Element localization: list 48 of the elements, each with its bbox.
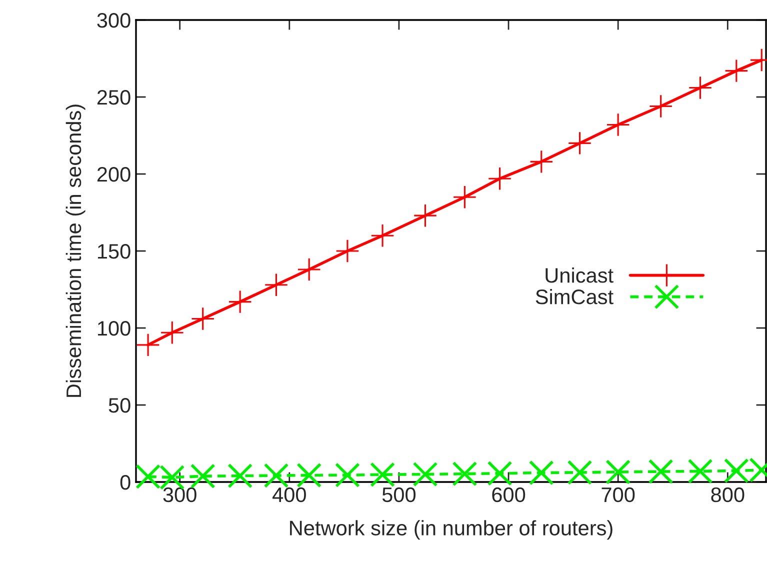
point [412,462,438,487]
point [487,460,512,486]
point [454,186,476,208]
point [334,462,360,488]
point [296,462,322,488]
point [228,463,253,488]
point [336,240,359,262]
y-tick-label: 150 [98,244,130,259]
y-tick-label: 250 [97,90,130,105]
point [228,290,252,313]
point [688,458,713,484]
y-tick-label: 300 [97,13,130,28]
x-tick-label: 400 [272,487,306,502]
point [650,95,672,118]
point [606,114,630,136]
x-tick-label: 300 [163,487,196,502]
point [371,224,394,247]
legend-label: SimCast [536,289,614,304]
point [568,132,591,154]
point [452,461,478,486]
y-tick-label: 0 [120,475,130,490]
point [414,204,436,227]
point [725,60,748,82]
legend-label: Unicast [546,268,614,283]
point [689,76,712,99]
point [298,258,320,281]
point [265,274,288,296]
point [161,322,184,344]
point [606,459,631,484]
point [488,168,511,190]
x-tick-label: 500 [382,487,416,502]
y-tick-label: 200 [97,167,130,182]
point [567,460,592,485]
y-axis-title: Dissemination time (in seconds) [66,104,86,397]
x-axis-title: Network size (in number of routers) [290,520,612,540]
point [192,308,214,330]
point [530,150,553,173]
y-tick-label: 50 [108,398,130,413]
x-tick-label: 600 [492,487,526,502]
point [528,460,554,486]
point [370,462,396,488]
point [136,334,160,356]
point [264,463,289,488]
x-tick-label: 700 [602,487,635,502]
point [648,459,674,484]
point [190,464,216,489]
x-tick-label: 800 [711,487,744,502]
y-tick-label: 100 [98,321,130,336]
